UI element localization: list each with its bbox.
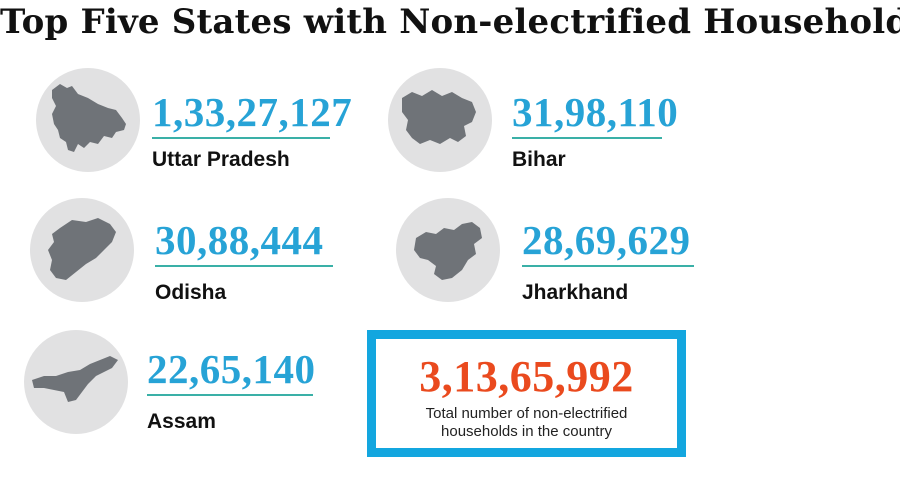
state-name: Assam <box>147 410 216 433</box>
state-number: 28,69,629 <box>522 217 691 263</box>
state-number: 22,65,140 <box>147 346 316 392</box>
total-number: 3,13,65,992 <box>419 352 634 401</box>
number-underline <box>512 137 662 139</box>
number-underline <box>147 394 313 396</box>
state-number: 1,33,27,127 <box>152 89 353 135</box>
state-number: 31,98,110 <box>512 89 679 135</box>
total-caption: Total number of non-electrified househol… <box>425 405 628 440</box>
uttar-pradesh-map-circle <box>36 68 140 172</box>
number-underline <box>522 265 694 267</box>
jharkhand-map-icon <box>414 222 482 280</box>
assam-map-icon <box>32 356 118 402</box>
bihar-map-icon <box>402 90 476 144</box>
odisha-map-icon <box>48 218 116 280</box>
odisha-map-circle <box>30 198 134 302</box>
state-name: Uttar Pradesh <box>152 148 290 171</box>
state-name: Bihar <box>512 148 566 171</box>
uttar-pradesh-map-icon <box>52 84 126 152</box>
jharkhand-map-circle <box>396 198 500 302</box>
bihar-map-circle <box>388 68 492 172</box>
state-name: Jharkhand <box>522 281 629 304</box>
number-underline <box>152 137 330 139</box>
assam-map-circle <box>24 330 128 434</box>
number-underline <box>155 265 333 267</box>
infographic-title: Top Five States with Non-electrified Hou… <box>0 2 900 42</box>
state-name: Odisha <box>155 281 227 304</box>
state-number: 30,88,444 <box>155 217 324 263</box>
total-households-box: 3,13,65,992 Total number of non-electrif… <box>367 330 686 457</box>
